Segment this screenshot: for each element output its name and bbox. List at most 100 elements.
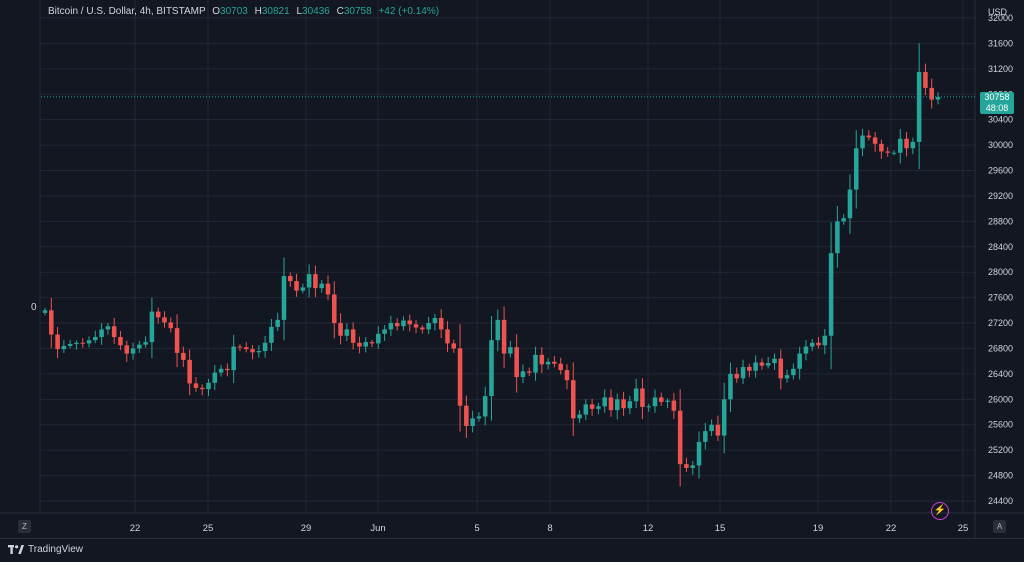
candle-body xyxy=(332,294,337,324)
time-tick-label: 12 xyxy=(643,523,654,534)
candle-body xyxy=(124,345,130,354)
candle-body xyxy=(382,329,387,334)
candle-body xyxy=(99,329,104,338)
price-tick-label: 29200 xyxy=(988,191,1013,201)
low-value: 30436 xyxy=(302,6,330,17)
candle-body xyxy=(533,354,538,373)
candle-body xyxy=(570,380,576,419)
candle-body xyxy=(55,334,60,350)
candle-body xyxy=(747,366,752,371)
time-tick-label: 5 xyxy=(474,523,479,534)
candle-body xyxy=(275,319,280,327)
time-tick-label: 29 xyxy=(301,523,312,534)
candle-body xyxy=(61,345,67,350)
candle-body xyxy=(350,329,356,343)
candle-body xyxy=(885,151,890,153)
last-price-value: 30758 xyxy=(984,92,1010,102)
candle-body xyxy=(803,346,809,354)
candle-body xyxy=(426,323,431,330)
axis-currency-label[interactable]: USD xyxy=(988,7,1008,17)
candle-body xyxy=(615,399,620,411)
brand-name: TradingView xyxy=(28,544,84,555)
candle-body xyxy=(841,218,846,222)
lightning-icon[interactable]: ⚡ xyxy=(931,502,949,520)
candle-body xyxy=(709,424,714,432)
candle-body xyxy=(225,368,230,371)
candle-body xyxy=(281,276,287,320)
candle-body xyxy=(300,287,306,291)
time-tick-label: 19 xyxy=(813,523,824,534)
candle-body xyxy=(526,371,532,373)
candle-body xyxy=(313,274,318,289)
candle-body xyxy=(476,416,482,419)
candle-body xyxy=(791,368,796,376)
candle-body xyxy=(49,310,54,335)
price-tick-label: 25600 xyxy=(988,420,1013,430)
candle-body xyxy=(690,465,696,468)
price-tick-label: 32000 xyxy=(988,13,1013,23)
candle-body xyxy=(187,359,192,384)
auto-scale-button[interactable]: A xyxy=(993,520,1006,533)
candle-body xyxy=(910,141,916,149)
candle-body xyxy=(193,383,199,388)
open-value: 30703 xyxy=(220,6,248,17)
candle-body xyxy=(860,135,865,149)
bar-countdown: 48:08 xyxy=(985,103,1009,113)
candle-body xyxy=(772,358,777,364)
time-tick-label: 25 xyxy=(203,523,214,534)
candle-body xyxy=(740,366,746,379)
price-tick-label: 26400 xyxy=(988,369,1013,379)
zero-marker-label: 0 xyxy=(31,302,37,313)
candle-body xyxy=(464,405,469,427)
candle-body xyxy=(734,373,740,379)
price-tick-label: 26800 xyxy=(988,343,1013,353)
candle-body xyxy=(319,283,324,289)
candle-body xyxy=(218,368,224,373)
candle-body xyxy=(363,342,368,347)
candle-body xyxy=(482,396,488,417)
candle-body xyxy=(608,397,614,411)
candle-body xyxy=(715,424,721,436)
candle-body xyxy=(489,340,494,397)
candle-body xyxy=(338,323,343,336)
zoom-reset-button[interactable]: Z xyxy=(18,520,31,533)
candle-body xyxy=(596,406,601,409)
candle-body xyxy=(891,152,897,154)
time-tick-label: 22 xyxy=(886,523,897,534)
price-tick-label: 28800 xyxy=(988,216,1013,226)
candle-body xyxy=(879,143,884,152)
price-tick-label: 28400 xyxy=(988,242,1013,252)
candle-body xyxy=(105,326,111,330)
tradingview-logo-icon xyxy=(8,545,24,554)
candle-body xyxy=(904,138,909,149)
candle-body xyxy=(438,317,444,330)
tradingview-brand[interactable]: TradingView xyxy=(8,544,83,555)
candle-body xyxy=(143,342,148,345)
candle-body xyxy=(898,138,903,153)
time-tick-label: 22 xyxy=(130,523,141,534)
candle-body xyxy=(168,322,174,329)
candle-body xyxy=(369,342,375,344)
candle-body xyxy=(935,96,941,100)
high-value: 30821 xyxy=(261,6,290,17)
candle-body xyxy=(589,404,595,409)
candle-body xyxy=(181,352,186,360)
candle-body xyxy=(696,441,702,466)
candle-body xyxy=(853,148,859,190)
candle-body xyxy=(684,464,689,468)
candle-body xyxy=(376,333,381,344)
candle-body xyxy=(759,362,765,366)
candle-body xyxy=(42,310,48,313)
candle-body xyxy=(80,342,85,344)
price-tick-label: 31600 xyxy=(988,38,1013,48)
candle-body xyxy=(784,375,790,379)
candle-body xyxy=(344,329,350,336)
candle-body xyxy=(627,401,633,409)
candle-body xyxy=(721,399,727,436)
candle-body xyxy=(93,337,98,341)
last-price-badge: 30758 48:08 xyxy=(980,92,1014,114)
candle-body xyxy=(797,353,802,369)
candle-body xyxy=(677,410,683,465)
candle-body xyxy=(250,349,255,353)
